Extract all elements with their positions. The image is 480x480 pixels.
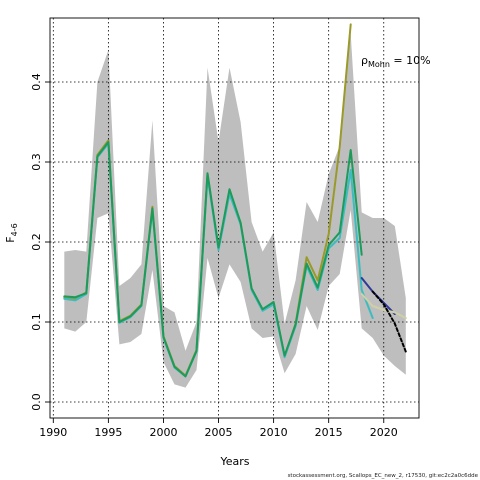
- x-tick-label: 2005: [205, 426, 233, 439]
- series-line-4: [63, 141, 363, 378]
- x-tick-label: 2010: [260, 426, 288, 439]
- x-tick-label: 1990: [39, 426, 67, 439]
- mohn-rho-symbol: ρ: [361, 54, 368, 67]
- y-axis-title-main: F: [4, 236, 17, 242]
- x-tick-label: 2015: [315, 426, 343, 439]
- y-tick-label: 0.4: [30, 73, 43, 91]
- y-tick-label: 0.0: [30, 393, 43, 411]
- y-axis-title-sub: 4-6: [10, 223, 19, 236]
- grid-layer: [50, 18, 419, 418]
- series-layer: [63, 23, 407, 378]
- x-axis-title: Years: [219, 455, 249, 468]
- axis-layer: 1990 1995 2000 2005 2010 2015 2020 0.0 0.1 0.2 0.3…: [30, 17, 420, 439]
- series-line-5: [360, 293, 407, 319]
- y-tick-label: 0.3: [30, 153, 43, 171]
- y-axis-title: F4-6: [4, 223, 19, 242]
- footer-source: stockassessment.org, Scallops_EC_new_2, …: [288, 473, 479, 479]
- mohn-rho-annotation: ρMohn = 10%: [361, 54, 431, 69]
- x-tick-label: 1995: [94, 426, 122, 439]
- x-tick-label: 2000: [149, 426, 177, 439]
- series-line-6: [371, 290, 407, 353]
- x-tick-label: 2020: [370, 426, 398, 439]
- plot-frame: [49, 17, 420, 419]
- mohn-rho-value: = 10%: [390, 54, 431, 67]
- y-tick-label: 0.2: [30, 233, 43, 251]
- y-tick-label: 0.1: [30, 313, 43, 331]
- mohn-rho-sub: Mohn: [368, 60, 390, 69]
